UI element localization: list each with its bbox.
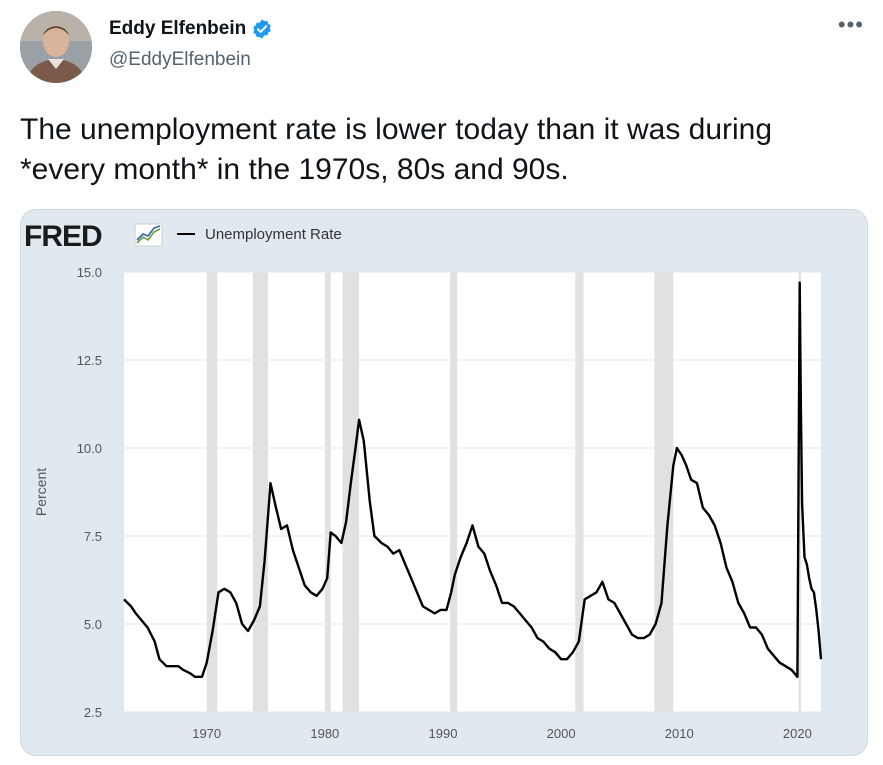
gridlines — [124, 271, 821, 713]
recession-band — [798, 272, 801, 712]
y-tick-label: 7.5 — [84, 529, 102, 544]
author-handle[interactable]: @EddyElfenbein — [109, 49, 251, 70]
y-tick-labels: 2.5 5.0 7.5 10.0 12.5 15.0 — [77, 265, 102, 720]
tweet-text: The unemployment rate is lower today tha… — [20, 113, 773, 186]
author-name-row: Eddy Elfenbein — [109, 18, 273, 40]
recession-bands — [206, 272, 801, 712]
y-axis-label: Percent — [33, 468, 49, 516]
series-line-unemployment-rate — [123, 281, 823, 678]
recession-band — [252, 272, 269, 712]
more-options-icon[interactable]: ••• — [837, 12, 864, 37]
y-tick-label: 12.5 — [77, 353, 102, 368]
verified-badge-icon — [253, 19, 271, 39]
tweet-media-chart[interactable]: FRED Unemployment Rate 2.5 5.0 7.5 10.0 12.5… — [20, 209, 868, 756]
recession-band — [575, 272, 584, 712]
x-tick-label: 2010 — [665, 726, 694, 741]
recession-band — [450, 272, 458, 712]
y-tick-label: 5.0 — [84, 617, 102, 632]
x-tick-label: 1970 — [192, 726, 221, 741]
x-tick-label: 2020 — [783, 726, 812, 741]
fred-logo: FRED — [24, 220, 163, 253]
avatar[interactable] — [20, 11, 92, 83]
tweet-header: Eddy Elfenbein @EddyElfenbein ••• — [20, 11, 870, 83]
y-tick-label: 2.5 — [84, 705, 102, 720]
fred-chart: FRED Unemployment Rate 2.5 5.0 7.5 10.0 12.5… — [24, 220, 823, 741]
x-tick-label: 2000 — [547, 726, 576, 741]
y-tick-label: 10.0 — [77, 441, 102, 456]
display-name[interactable]: Eddy Elfenbein — [109, 18, 247, 39]
x-tick-label: 1980 — [310, 726, 339, 741]
user-avatar-icon — [20, 11, 92, 83]
x-tick-labels: 1970 1980 1990 2000 2010 2020 — [192, 726, 812, 741]
plot-area — [124, 272, 821, 712]
y-tick-label: 15.0 — [77, 265, 102, 280]
x-tick-label: 1990 — [429, 726, 458, 741]
legend-label: Unemployment Rate — [205, 226, 342, 243]
recession-band — [654, 272, 674, 712]
recession-band — [324, 272, 331, 712]
recession-band — [206, 272, 218, 712]
fred-logo-text: FRED — [24, 220, 102, 253]
